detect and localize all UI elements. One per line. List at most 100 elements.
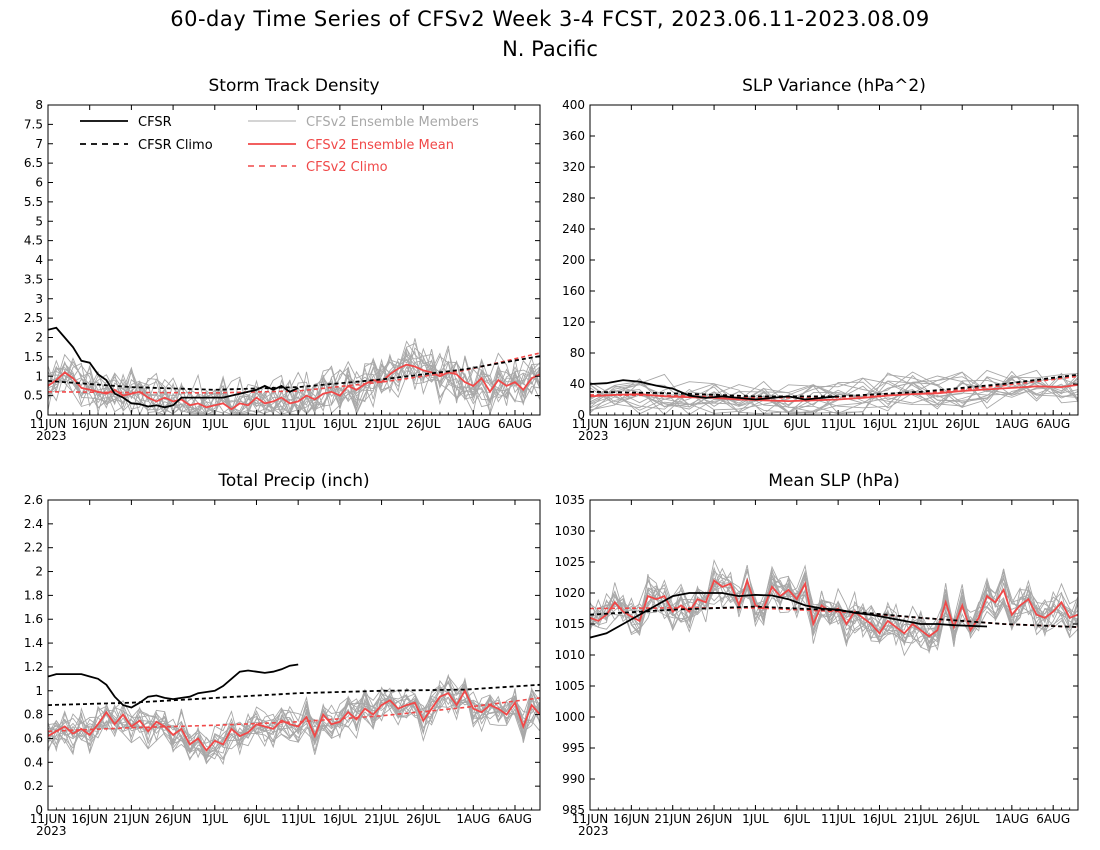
- ensemble-members: [48, 673, 540, 766]
- y-tick-label: 0: [35, 408, 43, 422]
- y-tick-label: 280: [562, 191, 585, 205]
- x-tick-label: 1AUG: [456, 417, 490, 431]
- y-tick-label: 160: [562, 284, 585, 298]
- plot-area: [590, 369, 1078, 415]
- x-tick-label: 26JUL: [406, 417, 441, 431]
- y-tick-label: 1035: [554, 493, 585, 507]
- x-tick-label: 11JUN: [572, 812, 609, 826]
- x-tick-label: 26JUN: [696, 417, 733, 431]
- y-tick-label: 80: [570, 346, 585, 360]
- series-line-cfsr: [48, 663, 299, 709]
- y-tick-label: 2: [35, 565, 43, 579]
- plot-area: [48, 326, 540, 415]
- ensemble-member-line: [48, 350, 540, 415]
- y-tick-label: 8: [35, 98, 43, 112]
- y-tick-label: 0.6: [24, 731, 43, 745]
- figure-subtitle: N. Pacific: [502, 37, 598, 61]
- x-tick-label: 26JUN: [696, 812, 733, 826]
- x-tick-label: 16JUN: [613, 417, 650, 431]
- y-tick-label: 1005: [554, 679, 585, 693]
- x-tick-label: 16JUN: [71, 417, 108, 431]
- legend-label-cfsv2-climo: CFSv2 Climo: [306, 160, 388, 175]
- y-tick-label: 1: [35, 684, 43, 698]
- plot-frame: [589, 104, 1079, 416]
- x-tick-label: 16JUL: [323, 417, 358, 431]
- x-tick-label: 11JUN: [30, 417, 67, 431]
- plot-frame: [47, 499, 541, 811]
- plot-frame: [589, 499, 1079, 811]
- legend-label-ens-mean: CFSv2 Ensemble Mean: [306, 138, 454, 153]
- y-tick-label: 1010: [554, 648, 585, 662]
- x-tick-label: 26JUN: [155, 812, 192, 826]
- x-tick-label: 21JUL: [364, 812, 399, 826]
- x-tick-label: 11JUL: [281, 812, 316, 826]
- ensemble-member-line: [48, 359, 540, 415]
- x-tick-label: 6JUL: [783, 417, 810, 431]
- series-line-cfsv2-ensemble-mean: [48, 363, 540, 411]
- ensemble-member-line: [48, 350, 540, 415]
- y-tick-label: 400: [562, 98, 585, 112]
- y-tick-label: 200: [562, 253, 585, 267]
- x-year-label: 2023: [36, 429, 67, 443]
- y-tick-label: 120: [562, 315, 585, 329]
- y-tick-label: 0.2: [24, 779, 43, 793]
- x-tick-label: 26JUL: [945, 812, 980, 826]
- panel-title: Storm Track Density: [208, 76, 379, 96]
- y-tick-label: 1.4: [24, 636, 43, 650]
- y-tick-label: 7: [35, 137, 43, 151]
- series-line-cfsr: [48, 326, 299, 409]
- x-tick-label: 1JUL: [201, 812, 228, 826]
- x-tick-label: 11JUL: [821, 417, 856, 431]
- panel-title: Total Precip (inch): [217, 471, 369, 491]
- y-tick-label: 0.5: [24, 389, 43, 403]
- y-tick-label: 990: [562, 772, 585, 786]
- y-tick-label: 40: [570, 377, 585, 391]
- x-tick-label: 16JUL: [323, 812, 358, 826]
- ensemble-member-line: [590, 568, 1078, 646]
- x-year-label: 2023: [36, 824, 67, 838]
- y-tick-label: 0: [35, 803, 43, 817]
- y-tick-label: 2.4: [24, 517, 43, 531]
- x-tick-label: 26JUN: [155, 417, 192, 431]
- y-tick-label: 1015: [554, 617, 585, 631]
- x-tick-label: 11JUN: [30, 812, 67, 826]
- panel-title: Mean SLP (hPa): [768, 471, 900, 491]
- ensemble-member-line: [590, 376, 1078, 413]
- x-tick-label: 1JUL: [201, 417, 228, 431]
- series-line-cfsr: [590, 592, 988, 639]
- series-line-cfsv2-ensemble-mean: [590, 383, 1078, 403]
- x-tick-label: 1JUL: [742, 812, 769, 826]
- ensemble-member-line: [590, 370, 1078, 406]
- y-tick-label: 240: [562, 222, 585, 236]
- y-tick-label: 1.6: [24, 612, 43, 626]
- x-tick-label: 1AUG: [995, 812, 1029, 826]
- x-tick-label: 11JUL: [821, 812, 856, 826]
- x-tick-label: 16JUL: [862, 812, 897, 826]
- x-tick-label: 16JUN: [71, 812, 108, 826]
- x-tick-label: 11JUL: [281, 417, 316, 431]
- x-tick-label: 16JUN: [613, 812, 650, 826]
- y-tick-label: 1.8: [24, 588, 43, 602]
- x-tick-label: 21JUL: [904, 812, 939, 826]
- legend: CFSR CFSR Climo CFSv2 Ensemble Members CFSv…: [80, 115, 479, 175]
- x-tick-label: 6AUG: [498, 812, 532, 826]
- y-tick-label: 5.5: [24, 195, 43, 209]
- y-tick-label: 3.5: [24, 272, 43, 286]
- x-tick-label: 21JUL: [904, 417, 939, 431]
- ensemble-member-line: [590, 371, 1078, 413]
- x-tick-label: 21JUN: [113, 417, 150, 431]
- ensemble-member-line: [48, 680, 540, 759]
- y-tick-label: 6: [35, 176, 43, 190]
- ensemble-member-line: [590, 568, 1078, 645]
- panel-title: SLP Variance (hPa^2): [742, 76, 926, 96]
- x-tick-label: 1JUL: [742, 417, 769, 431]
- ensemble-member-line: [590, 569, 1078, 646]
- x-tick-label: 6AUG: [498, 417, 532, 431]
- chart-panel-2: SLP Variance (hPa^2) 0 40 80 120 160 200 240 280…: [562, 76, 1079, 443]
- x-tick-label: 1AUG: [995, 417, 1029, 431]
- y-tick-label: 4.5: [24, 234, 43, 248]
- x-tick-label: 21JUN: [113, 812, 150, 826]
- ensemble-member-line: [590, 564, 1078, 644]
- y-tick-label: 1.2: [24, 660, 43, 674]
